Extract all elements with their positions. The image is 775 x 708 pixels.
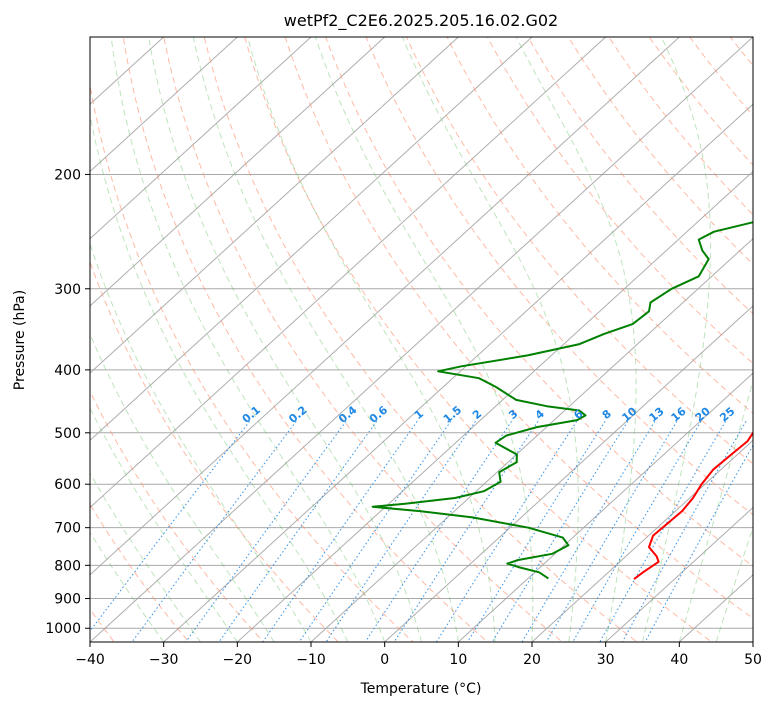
dry-adiabat xyxy=(486,37,753,365)
y-tick-label: 700 xyxy=(54,521,81,537)
dry-adiabat xyxy=(203,37,638,642)
background-lines xyxy=(90,37,753,642)
moist-adiabat xyxy=(90,242,312,642)
plot-frame xyxy=(89,36,754,643)
isotherm-line xyxy=(90,37,238,173)
y-tick-label: 500 xyxy=(54,426,81,442)
isotherm-line xyxy=(90,37,386,307)
mixing-ratio-line xyxy=(90,420,251,632)
x-tick-label: 0 xyxy=(380,652,389,668)
dry-adiabat xyxy=(608,37,753,216)
x-axis-label: Temperature (°C) xyxy=(360,681,482,697)
x-tick-label: 10 xyxy=(449,652,467,668)
isotherm-line xyxy=(236,170,753,642)
x-tick-label: −40 xyxy=(75,652,105,668)
y-tick-label: 300 xyxy=(54,282,81,298)
y-tick-label: 800 xyxy=(54,558,81,574)
isotherm-line xyxy=(310,237,753,642)
moist-adiabat xyxy=(90,112,349,642)
dry-adiabat xyxy=(365,37,753,516)
dry-adiabat xyxy=(405,37,753,465)
temperature-line xyxy=(633,430,753,580)
x-axis: −40 −30 −20 −10 0 10 20 30 40 50 xyxy=(75,642,762,668)
y-tick-label: 600 xyxy=(54,477,81,493)
dry-adiabat xyxy=(325,37,753,567)
x-tick-label: 20 xyxy=(523,652,541,668)
moist-adiabat xyxy=(401,37,579,642)
moist-adiabat xyxy=(314,37,534,642)
isotherm-line xyxy=(90,37,459,374)
dry-adiabat xyxy=(648,37,753,166)
isotherm-line xyxy=(90,37,680,576)
chart-title: wetPf2_C2E6.2025.205.16.02.G02 xyxy=(284,11,558,31)
x-tick-label: 40 xyxy=(670,652,688,668)
sounding-lines xyxy=(371,221,753,580)
dry-adiabat xyxy=(122,37,488,642)
y-tick-label: 1000 xyxy=(45,621,81,637)
moist-adiabat xyxy=(247,37,496,642)
mixing-ratio-line xyxy=(435,421,578,642)
moist-adiabat xyxy=(642,37,711,642)
dry-adiabat xyxy=(90,503,190,642)
y-tick-label: 200 xyxy=(54,167,81,183)
moist-adiabat xyxy=(110,37,386,642)
y-axis: 1002003004005006007008009001000 xyxy=(45,167,90,637)
isotherm-line xyxy=(90,37,312,240)
dry-adiabat xyxy=(90,82,414,642)
dry-adiabat xyxy=(446,37,753,415)
y-tick-label: 900 xyxy=(54,592,81,608)
isotherm-line xyxy=(90,37,533,442)
x-tick-label: 50 xyxy=(744,652,762,668)
moist-adiabat xyxy=(90,332,275,642)
mixing-ratio-line xyxy=(467,421,606,642)
moist-adiabat xyxy=(90,406,238,642)
x-tick-label: 30 xyxy=(597,652,615,668)
mixing-ratio-line xyxy=(393,420,539,642)
isotherm-line xyxy=(605,506,753,642)
moist-adiabat xyxy=(192,37,459,642)
moist-adiabat xyxy=(515,37,637,642)
mixing-ratio-line xyxy=(262,420,418,642)
isotherm-line xyxy=(384,305,753,642)
dry-adiabat xyxy=(163,37,563,642)
x-tick-label: −20 xyxy=(223,652,253,668)
mixing-ratio-line xyxy=(545,421,678,642)
mixing-ratio-line xyxy=(131,420,297,642)
isotherm-line xyxy=(90,37,607,509)
isotherm-line xyxy=(457,372,753,642)
dry-adiabat xyxy=(284,37,753,620)
x-tick-label: −10 xyxy=(296,652,326,668)
isotherm-line xyxy=(163,103,753,642)
y-axis-label: Pressure (hPa) xyxy=(12,290,28,390)
isotherm-line xyxy=(531,439,753,642)
dry-adiabat xyxy=(90,260,339,642)
dewpoint-line xyxy=(371,221,753,580)
x-tick-label: −30 xyxy=(149,652,179,668)
mixing-ratio-line xyxy=(364,420,512,642)
mixing-ratio-line xyxy=(572,421,702,642)
y-tick-label: 400 xyxy=(54,363,81,379)
dry-adiabat xyxy=(244,37,712,642)
isotherm-line xyxy=(90,37,753,642)
